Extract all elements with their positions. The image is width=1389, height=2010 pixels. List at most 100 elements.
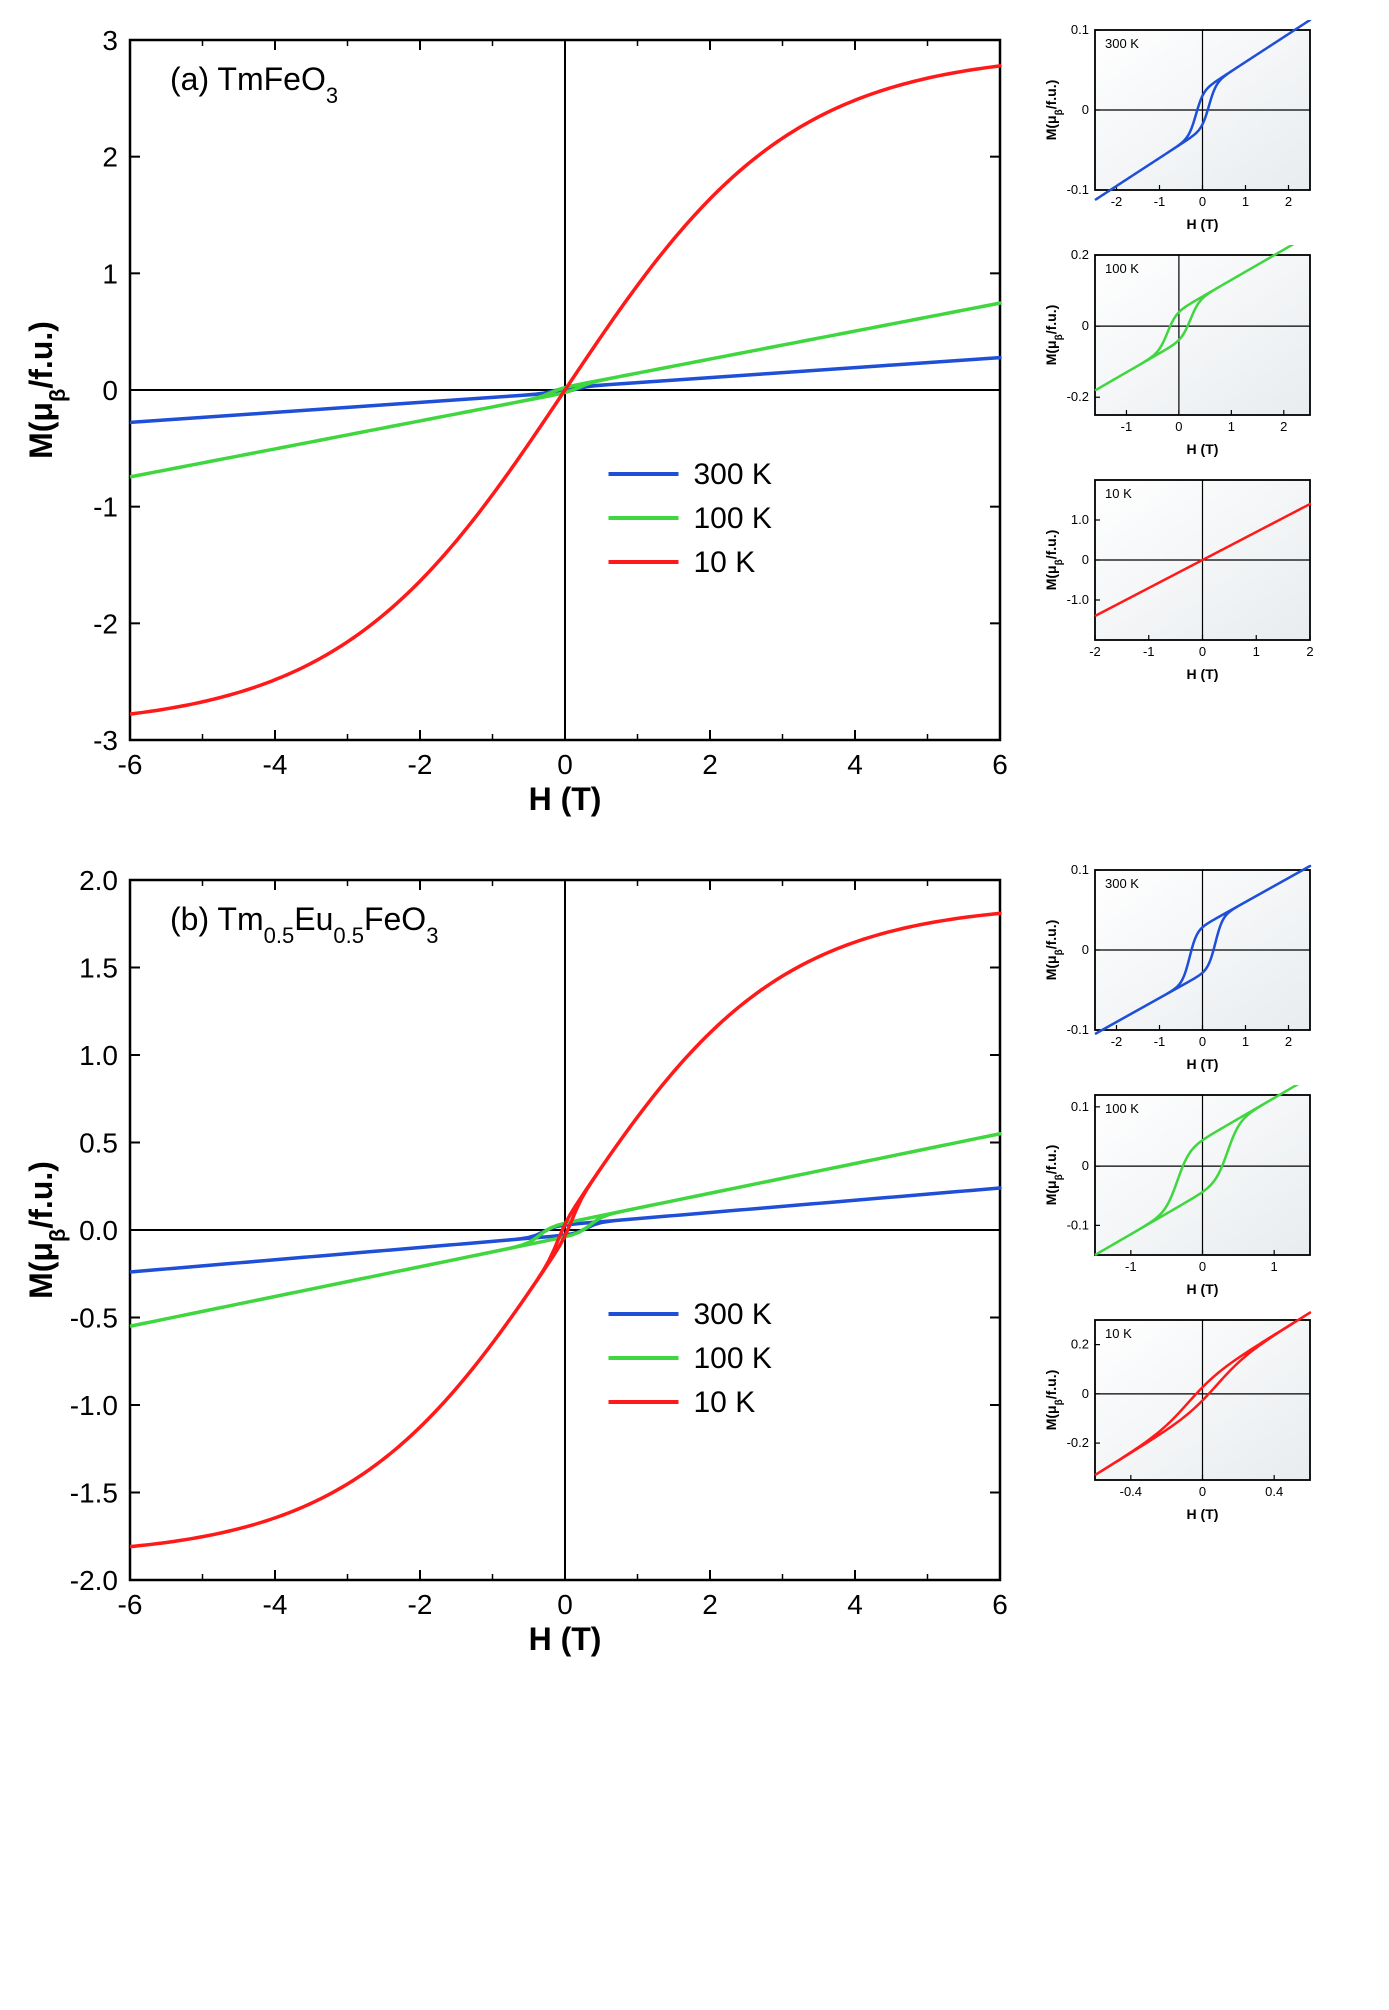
inset-ytick-label: -0.2 — [1067, 1435, 1089, 1450]
inset-temp-label: 100 K — [1105, 1101, 1139, 1116]
xlabel: H (T) — [529, 1621, 602, 1657]
xtick-label: 6 — [992, 749, 1008, 780]
inset-plot: -2 -1 0 1 2 -0.1 0 0.1 300 K H (T) M(μβ/f.u.) — [1040, 20, 1320, 235]
xtick-label: -6 — [118, 749, 143, 780]
inset-ytick-label: 0 — [1082, 1386, 1089, 1401]
inset-xtick-label: 1 — [1271, 1259, 1278, 1274]
xtick-label: 2 — [702, 1589, 718, 1620]
legend-label: 10 K — [694, 546, 756, 579]
inset-ytick-label: -0.2 — [1067, 389, 1089, 404]
inset-bg — [1095, 255, 1310, 415]
inset-ytick-label: 0 — [1082, 1158, 1089, 1173]
inset-ylabel: M(μβ/f.u.) — [1043, 920, 1065, 981]
inset-xtick-label: 0 — [1199, 194, 1206, 209]
ytick-label: 2.0 — [79, 865, 118, 896]
inset-xtick-label: 2 — [1280, 419, 1287, 434]
inset-plot: -2-1012-1.001.010 KH (T)M(μβ/f.u.) — [1040, 470, 1320, 685]
inset-xtick-label: -1 — [1154, 194, 1166, 209]
inset-xtick-label: 1 — [1253, 644, 1260, 659]
inset-ytick-label: 0.1 — [1071, 22, 1089, 37]
inset-xtick-label: 0 — [1199, 1034, 1206, 1049]
ytick-label: 1.5 — [79, 953, 118, 984]
inset-xtick-label: -2 — [1111, 194, 1123, 209]
panel-b-row: -6 -4 -2 0 2 4 6 -2.0 -1.5 -1.0 -0.5 0.0 0.5 1.0 1.5 2.… — [20, 860, 1369, 1670]
inset-xlabel: H (T) — [1187, 666, 1219, 682]
inset-xtick-label: 0 — [1199, 1259, 1206, 1274]
inset-ytick-label: 0.2 — [1071, 247, 1089, 262]
inset-xtick-label: 1 — [1228, 419, 1235, 434]
inset-temp-label: 100 K — [1105, 261, 1139, 276]
inset-xlabel: H (T) — [1187, 441, 1219, 457]
ytick-label: -1.0 — [70, 1390, 118, 1421]
inset-xtick-label: 1 — [1242, 1034, 1249, 1049]
inset-ylabel: M(μβ/f.u.) — [1043, 530, 1065, 591]
inset-temp-label: 10 K — [1105, 1326, 1132, 1341]
inset-plot: -0.400.4-0.200.210 KH (T)M(μβ/f.u.) — [1040, 1310, 1320, 1525]
xtick-label: -4 — [263, 749, 288, 780]
inset-ytick-label: -1.0 — [1067, 592, 1089, 607]
legend-label: 10 K — [694, 1386, 756, 1419]
inset-plot: -2-1012-0.100.1300 KH (T)M(μβ/f.u.) — [1040, 860, 1320, 1075]
inset-xtick-label: -0.4 — [1120, 1484, 1142, 1499]
inset-xtick-label: 0 — [1175, 419, 1182, 434]
inset-xlabel: H (T) — [1187, 1281, 1219, 1297]
ytick-label: -3 — [93, 725, 118, 756]
inset-xlabel: H (T) — [1187, 1056, 1219, 1072]
ytick-label: 1 — [102, 258, 118, 289]
xlabel: H (T) — [529, 781, 602, 817]
ytick-label: -2 — [93, 608, 118, 639]
inset-ylabel: M(μβ/f.u.) — [1043, 80, 1065, 141]
panel-a-main: -6-4-20246-3-2-10123H (T)M(μβ/f.u.)(a) T… — [20, 20, 1020, 830]
inset-xtick-label: 2 — [1285, 1034, 1292, 1049]
inset-plot: -101-0.100.1100 KH (T)M(μβ/f.u.) — [1040, 1085, 1320, 1300]
xtick-label: -6 — [118, 1589, 143, 1620]
legend-label: 300 K — [694, 1298, 772, 1331]
inset-ytick-label: -0.1 — [1067, 1217, 1089, 1232]
inset-ytick-label: 0 — [1082, 102, 1089, 117]
inset-xtick-label: -2 — [1089, 644, 1101, 659]
ytick-label: -1 — [93, 492, 118, 523]
panel-a-insets: -2 -1 0 1 2 -0.1 0 0.1 300 K H (T) M(μβ/f.u.) -1 0 1 2… — [1040, 20, 1320, 685]
inset-ytick-label: -0.1 — [1067, 182, 1089, 197]
inset-xtick-label: -1 — [1143, 644, 1155, 659]
xtick-label: 0 — [557, 749, 573, 780]
inset-ytick-label: 1.0 — [1071, 512, 1089, 527]
ytick-label: 0.5 — [79, 1128, 118, 1159]
inset-ytick-label: 0.1 — [1071, 862, 1089, 877]
ytick-label: 1.0 — [79, 1040, 118, 1071]
xtick-label: -2 — [408, 1589, 433, 1620]
inset-xtick-label: 1 — [1242, 194, 1249, 209]
inset-ytick-label: -0.1 — [1067, 1022, 1089, 1037]
inset-ylabel: M(μβ/f.u.) — [1043, 1145, 1065, 1206]
inset-xtick-label: 2 — [1285, 194, 1292, 209]
inset-xtick-label: -1 — [1125, 1259, 1137, 1274]
inset-temp-label: 300 K — [1105, 876, 1139, 891]
xtick-label: 4 — [847, 749, 863, 780]
xtick-label: 6 — [992, 1589, 1008, 1620]
panel-b-insets: -2-1012-0.100.1300 KH (T)M(μβ/f.u.)-101-… — [1040, 860, 1320, 1525]
ytick-label: -2.0 — [70, 1565, 118, 1596]
inset-xlabel: H (T) — [1187, 216, 1219, 232]
ytick-label: 0 — [102, 375, 118, 406]
ytick-label: 3 — [102, 25, 118, 56]
ytick-label: -0.5 — [70, 1303, 118, 1334]
panel-a-row: -6 -4 -2 0 2 4 6 -3 -2 -1 0 1 2 3 H (T) M(μβ/f.u.) (a) T… — [20, 20, 1369, 830]
inset-ytick-label: 0 — [1082, 942, 1089, 957]
inset-xtick-label: -1 — [1154, 1034, 1166, 1049]
panel-b-main: -6-4-20246-2.0-1.5-1.0-0.50.00.51.01.52.… — [20, 860, 1020, 1670]
xtick-label: 4 — [847, 1589, 863, 1620]
inset-ytick-label: 0 — [1082, 318, 1089, 333]
figure-root: -6 -4 -2 0 2 4 6 -3 -2 -1 0 1 2 3 H (T) M(μβ/f.u.) (a) T… — [20, 20, 1369, 1670]
inset-temp-label: 300 K — [1105, 36, 1139, 51]
ytick-label: -1.5 — [70, 1478, 118, 1509]
legend-label: 300 K — [694, 458, 772, 491]
xtick-label: -4 — [263, 1589, 288, 1620]
ytick-label: 0.0 — [79, 1215, 118, 1246]
panel-label: (b) Tm0.5Eu0.5FeO3 — [170, 901, 438, 948]
ylabel: M(μβ/f.u.) — [23, 1161, 70, 1299]
inset-xtick-label: 2 — [1306, 644, 1313, 659]
inset-xtick-label: 0.4 — [1265, 1484, 1283, 1499]
ylabel: M(μβ/f.u.) — [23, 321, 70, 459]
panel-label: (a) TmFeO3 — [170, 61, 338, 108]
inset-xtick-label: -1 — [1121, 419, 1133, 434]
